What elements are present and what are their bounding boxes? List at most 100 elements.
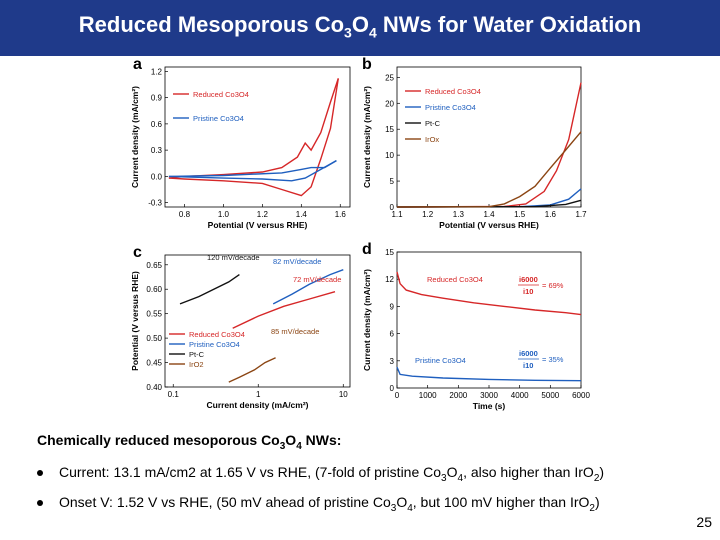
y-tick-label-d: 9 [390, 302, 395, 311]
x-tick-label-d: 1000 [419, 391, 437, 400]
y-tick-label-c: 0.40 [146, 383, 162, 392]
series-line-d-1 [396, 366, 582, 382]
x-tick-label-b: 1.3 [453, 210, 465, 219]
panel-label-a: a [133, 56, 142, 73]
legend-label-a-0: Reduced Co3O4 [193, 90, 249, 99]
x-tick-label-a: 1.4 [296, 210, 308, 219]
x-axis-title-b: Potential (V versus RHE) [439, 220, 539, 230]
legend-label-b-3: IrOx [425, 135, 439, 144]
legend-label-d-1: Pristine Co3O4 [415, 356, 466, 365]
x-tick-label-b: 1.1 [391, 210, 403, 219]
bullet-dot [37, 500, 43, 506]
series-line-b-0 [396, 82, 582, 208]
x-tick-label-c: 1 [256, 390, 261, 399]
x-tick-label-d: 3000 [480, 391, 498, 400]
y-tick-label-a: 0.0 [151, 172, 163, 181]
legend-label-d-0: Reduced Co3O4 [427, 275, 483, 284]
y-tick-label-c: 0.65 [146, 261, 162, 270]
x-axis-title-d: Time (s) [473, 401, 506, 411]
y-axis-title-c: Potential (V versus RHE) [130, 271, 140, 371]
x-tick-label-b: 1.5 [514, 210, 526, 219]
y-axis-title-b: Current density (mA/cm²) [362, 86, 372, 188]
y-tick-label-b: 10 [385, 151, 394, 160]
slide-title: Reduced Mesoporous Co3O4 NWs for Water O… [78, 12, 642, 41]
y-tick-label-d: 12 [385, 275, 394, 284]
x-tick-label-a: 1.6 [335, 210, 347, 219]
legend-label-a-1: Pristine Co3O4 [193, 114, 244, 123]
y-axis-title-d: Current density (mA/cm²) [362, 269, 372, 371]
y-tick-label-b: 25 [385, 73, 394, 82]
y-tick-label-b: 0 [390, 203, 395, 212]
y-tick-label-a: 1.2 [151, 67, 163, 76]
y-tick-label-c: 0.50 [146, 334, 162, 343]
series-line-a-1 [168, 159, 337, 182]
caption: Chemically reduced mesoporous Co3O4 NWs: [37, 432, 342, 452]
page-number: 25 [696, 514, 712, 530]
plot-frame-a [164, 66, 351, 208]
fraction-value-bottom: = 35% [542, 355, 564, 364]
x-tick-label-d: 4000 [511, 391, 529, 400]
fraction-num-top: i6000 [519, 275, 538, 284]
x-tick-label-a: 0.8 [179, 210, 191, 219]
legend-label-b-0: Reduced Co3O4 [425, 87, 481, 96]
y-tick-label-d: 3 [390, 357, 395, 366]
plot-frame-c [164, 254, 351, 388]
y-tick-label-a: 0.3 [151, 146, 163, 155]
series-line-c-3 [228, 357, 276, 383]
bullet-dot [37, 470, 43, 476]
fraction-den-top: i10 [523, 287, 533, 296]
series-line-c-0 [232, 291, 336, 329]
series-line-c-1 [272, 269, 344, 305]
figure-panels: a 0.8 1.0 1.2 1.4 1.6 -0.3 0.0 0.3 0.6 0.9 1.2 Poten… [130, 56, 590, 411]
series-line-a-0 [168, 78, 339, 197]
slope-annotation-0: 120 mV/decade [207, 253, 260, 262]
title-bar [0, 0, 720, 56]
panel-label-b: b [362, 56, 372, 73]
fraction-num-bottom: i6000 [519, 349, 538, 358]
x-tick-label-c: 10 [339, 390, 348, 399]
slope-annotation-3: 85 mV/decade [271, 327, 319, 336]
y-tick-label-d: 0 [390, 384, 395, 393]
bullet-text: Onset V: 1.52 V vs RHE, (50 mV ahead of … [59, 494, 600, 514]
x-tick-label-b: 1.7 [575, 210, 587, 219]
legend-label-c-0: Reduced Co3O4 [189, 330, 245, 339]
legend-label-c-1: Pristine Co3O4 [189, 340, 240, 349]
y-tick-label-b: 15 [385, 125, 394, 134]
y-tick-label-a: 0.6 [151, 120, 163, 129]
y-tick-label-b: 20 [385, 99, 394, 108]
y-tick-label-c: 0.45 [146, 359, 162, 368]
fraction-den-bottom: i10 [523, 361, 533, 370]
y-tick-label-b: 5 [390, 177, 395, 186]
y-tick-label-a: -0.3 [148, 199, 162, 208]
x-tick-label-c: 0.1 [168, 390, 180, 399]
slope-annotation-1: 82 mV/decade [273, 257, 321, 266]
series-line-c-2 [179, 274, 240, 305]
panel-label-c: c [133, 244, 142, 261]
x-tick-label-a: 1.2 [257, 210, 269, 219]
x-tick-label-d: 6000 [572, 391, 590, 400]
x-tick-label-b: 1.4 [483, 210, 495, 219]
y-axis-title-a: Current density (mA/cm²) [130, 86, 140, 188]
y-tick-label-c: 0.55 [146, 310, 162, 319]
slope-annotation-2: 72 mV/decade [293, 275, 341, 284]
fraction-value-top: = 69% [542, 281, 564, 290]
x-tick-label-d: 0 [395, 391, 400, 400]
x-tick-label-a: 1.0 [218, 210, 230, 219]
bullet-text: Current: 13.1 mA/cm2 at 1.65 V vs RHE, (… [59, 464, 605, 484]
x-axis-title-c: Current density (mA/cm²) [206, 400, 308, 410]
x-tick-label-d: 2000 [449, 391, 467, 400]
legend-label-b-2: Pt-C [425, 119, 441, 128]
x-tick-label-b: 1.2 [422, 210, 434, 219]
x-tick-label-d: 5000 [541, 391, 559, 400]
series-line-b-3 [396, 131, 582, 208]
y-tick-label-a: 0.9 [151, 94, 163, 103]
x-tick-label-b: 1.6 [545, 210, 557, 219]
legend-label-c-3: IrO2 [189, 360, 204, 369]
y-tick-label-c: 0.60 [146, 285, 162, 294]
y-tick-label-d: 15 [385, 248, 394, 257]
legend-label-b-1: Pristine Co3O4 [425, 103, 476, 112]
legend-label-c-2: Pt-C [189, 350, 205, 359]
panel-label-d: d [362, 241, 372, 258]
y-tick-label-d: 6 [390, 330, 395, 339]
plot-frame-d [396, 251, 582, 389]
